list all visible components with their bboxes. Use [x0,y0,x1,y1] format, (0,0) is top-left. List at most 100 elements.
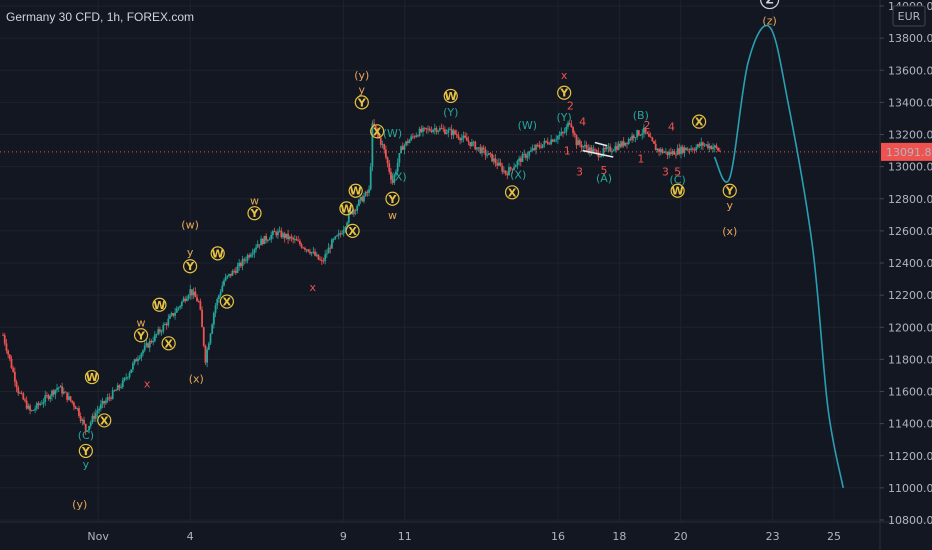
time-tick-label: 9 [340,530,347,543]
wave-label-circled: X [219,294,234,309]
candle-body [128,372,131,378]
candle-body [24,399,26,401]
candle-body [585,144,588,148]
wave-label-text: (X) [510,169,526,182]
wave-label-ring [84,369,100,385]
wave-label: y [359,84,366,97]
time-axis[interactable]: Nov 4 9 11 16 18 20 23 25 [87,530,841,543]
candle-body [531,148,534,151]
last-price-tag-label: 13091.8 [886,146,932,159]
wave-label: (W) [383,127,402,140]
candle-body [578,140,581,145]
time-tick-label: 11 [398,530,412,543]
candle-body [604,148,607,150]
candle-body [120,387,123,388]
candle-body [344,227,347,230]
wave-label-text: (Y) [557,111,572,124]
candle-body [94,413,97,419]
wave-label: w [250,194,259,207]
candle-body [265,235,268,241]
wave-label-text: Y [185,260,195,273]
candle-body [212,312,215,325]
candle-body [649,136,652,138]
candle-body [545,140,547,142]
candle-body [492,158,495,162]
candle-body [619,143,622,147]
wave-label-ring [210,246,225,261]
candle-body [408,140,411,144]
candle-body [169,315,171,319]
wave-label-text: W [672,185,684,198]
candle-body [56,388,58,390]
candle-body [612,150,615,152]
candle-body [47,395,50,399]
candle-body [568,122,571,125]
candle-body [84,423,87,431]
candle-body [255,247,257,250]
candle-body [644,127,647,133]
wave-label: 5 [674,165,681,178]
candle-body [194,291,197,298]
candle-body [540,146,542,148]
price-tick-label: 12800.0 [888,193,932,206]
candle-body [589,147,591,153]
candle-body [379,138,382,145]
wave-label-ring [760,0,780,10]
candle-body [422,127,424,132]
candle-body [150,340,153,343]
wave-label: y [83,458,90,471]
candle-body [605,147,608,150]
wave-label: 2 [567,100,574,113]
candle-body [661,149,664,153]
candle-body [700,142,703,146]
candle-body [298,240,301,245]
wave-label-text: X [100,414,109,427]
candle-body [693,149,696,151]
candle-body [101,400,104,405]
candle-body [477,147,480,149]
wave-label-circled: Z [760,0,780,10]
wave-label-text: 4 [579,116,586,129]
candle-body [30,410,33,412]
candle-body [567,122,569,127]
candle-body [238,262,241,267]
currency-badge[interactable]: EUR [892,5,926,27]
candle-body [594,149,596,151]
candle-body [300,244,303,248]
candle-body [42,401,45,404]
wave-label-circled: W [670,183,685,198]
candle-body [3,335,6,344]
candle-body [192,291,195,296]
chart-grid [0,0,880,522]
candle-body [398,153,401,163]
candle-body [315,254,318,256]
candle-body [486,155,488,156]
candle-body [10,358,13,369]
candle-body [268,239,271,241]
wave-label: (Y) [443,106,458,119]
price-axis[interactable]: 10800.0 11000.0 11200.0 11400.0 11600.0 11800… [880,0,932,527]
candle-body [508,167,510,176]
candle-body [322,260,325,262]
wave-label-text: (W) [518,119,537,132]
candle-body [196,297,198,302]
candle-body [516,160,519,166]
candle-body [179,306,182,308]
candle-body [396,162,399,172]
candle-body [349,211,352,214]
candle-body [86,430,89,432]
wave-label-text: (x) [189,373,204,386]
candle-body [304,247,306,250]
candle-body [185,298,188,301]
candle-body [7,350,10,355]
candle-body [698,144,701,146]
candle-body [629,139,632,140]
candle-body [595,150,598,152]
candle-body [219,291,222,296]
time-tick-label: 18 [612,530,626,543]
candle-body [211,324,214,334]
wave-label-text: W [445,90,457,103]
candle-body [320,260,323,261]
wave-label-text: (y) [354,69,369,82]
